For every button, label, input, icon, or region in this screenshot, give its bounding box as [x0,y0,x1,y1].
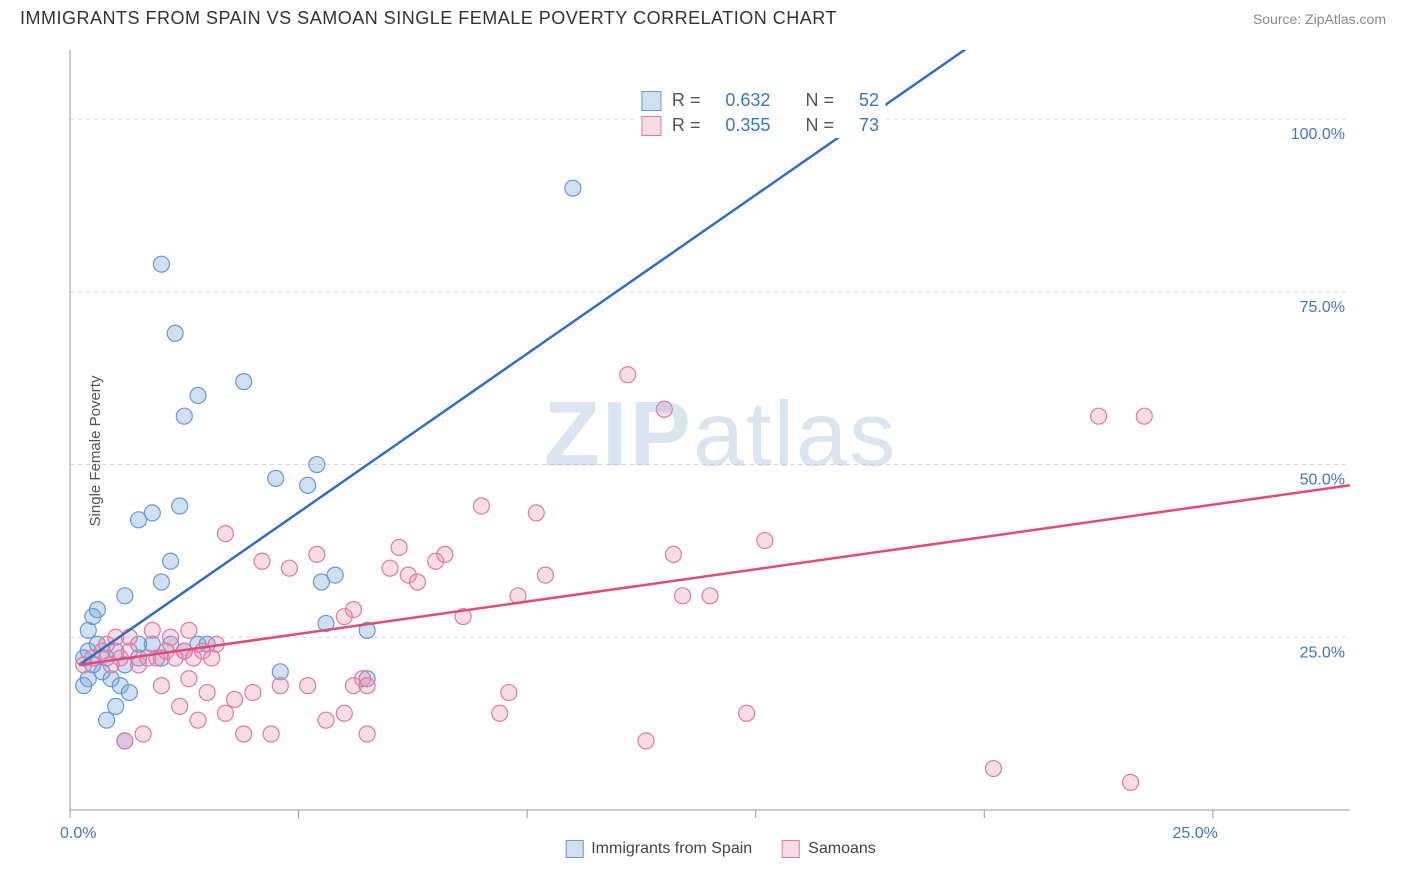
chart-title: IMMIGRANTS FROM SPAIN VS SAMOAN SINGLE F… [20,8,837,29]
legend-label-spain: Immigrants from Spain [591,840,752,858]
svg-text:100.0%: 100.0% [1291,126,1345,143]
legend-label-samoan: Samoans [808,840,876,858]
legend-swatch-spain [565,840,583,858]
svg-text:75.0%: 75.0% [1300,299,1345,316]
y-axis-label: Single Female Poverty [87,376,104,527]
source-label: Source: ZipAtlas.com [1253,11,1386,27]
svg-text:0.0%: 0.0% [60,825,96,842]
stat-swatch-spain [642,91,662,111]
stat-swatch-samoan [642,116,662,136]
legend-swatch-samoan [782,840,800,858]
stats-legend: R = 0.632 N = 52 R = 0.355 N = 73 [636,88,885,138]
scatter-chart: 25.0%50.0%75.0%100.0%0.0%25.0% [55,40,1365,845]
legend: Immigrants from Spain Samoans [565,840,876,858]
svg-text:25.0%: 25.0% [1300,644,1345,661]
svg-text:25.0%: 25.0% [1172,825,1217,842]
